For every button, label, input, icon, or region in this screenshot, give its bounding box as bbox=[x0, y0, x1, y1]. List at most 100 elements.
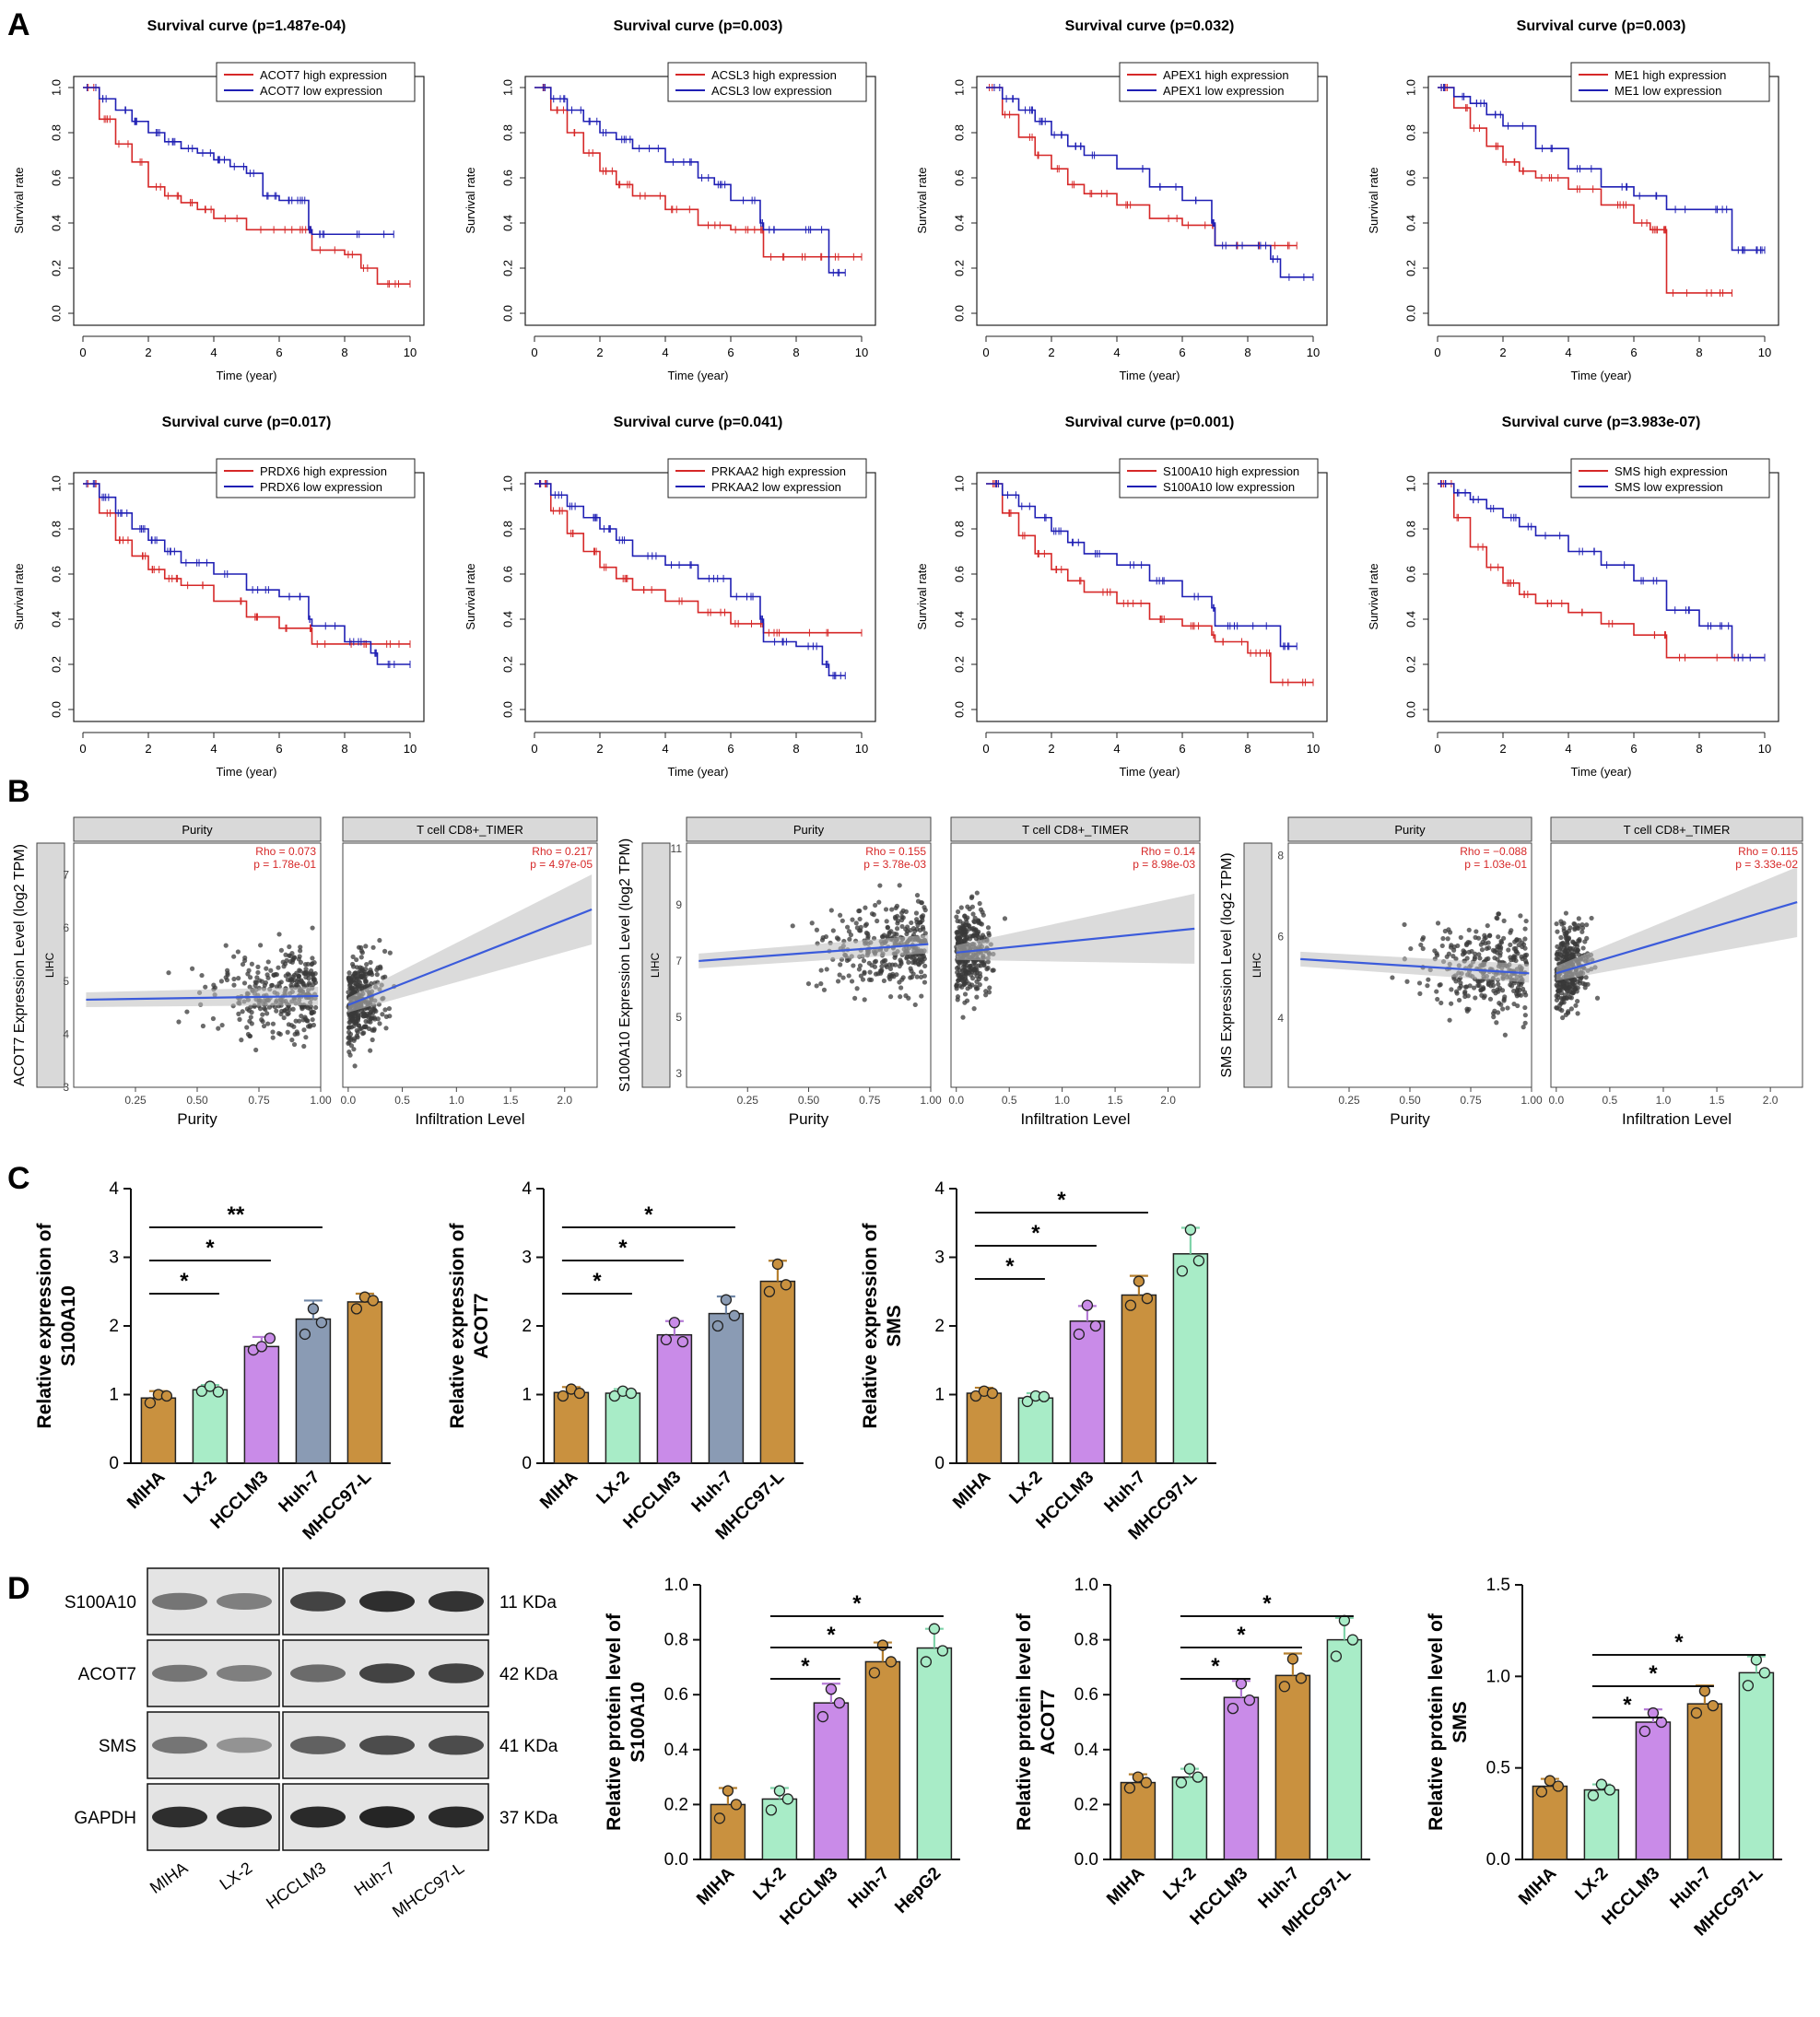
scatter-point bbox=[283, 952, 288, 957]
scatter-point bbox=[1467, 940, 1473, 945]
scatter-point bbox=[212, 985, 218, 991]
scatter-point bbox=[359, 950, 365, 956]
scatter-point bbox=[351, 988, 357, 993]
y-tick-label: 4 bbox=[63, 1027, 69, 1040]
y-tick-label: 0.4 bbox=[664, 1741, 689, 1760]
survival-curve bbox=[986, 483, 1313, 684]
scatter-point bbox=[1474, 929, 1479, 934]
replicate-dot bbox=[936, 1645, 949, 1657]
scatter-point bbox=[969, 895, 974, 901]
x-tick-label: 1.5 bbox=[1709, 1094, 1725, 1107]
legend-box bbox=[216, 62, 416, 102]
y-tick-label: 0.6 bbox=[1403, 566, 1417, 582]
y-tick-label: 0.0 bbox=[500, 701, 514, 718]
replicate-dot bbox=[1698, 1685, 1711, 1697]
band-kda: 11 KDa bbox=[499, 1593, 557, 1612]
scatter-point bbox=[887, 994, 894, 1000]
category-label: MIHA bbox=[693, 1863, 738, 1908]
scatter-point bbox=[312, 977, 318, 982]
scatter-point bbox=[909, 955, 914, 960]
facet-tcell: T cell CD8+_TIMER 0.0 0.5 1.0 1.5 2.0 Infiltra… bbox=[948, 816, 1201, 1128]
scatter-point bbox=[1498, 940, 1505, 945]
scatter-point bbox=[236, 1011, 241, 1016]
bar-lx-2 bbox=[192, 1389, 229, 1464]
scatter-point bbox=[818, 980, 824, 987]
y-axis-label: Relative protein level of S100A10 bbox=[604, 1612, 649, 1831]
scatter-point bbox=[873, 902, 878, 909]
scatter-point bbox=[1451, 947, 1457, 953]
rho-label: Rho = 0.14 bbox=[1141, 845, 1195, 858]
fit-line bbox=[347, 908, 593, 1006]
y-tick-label: 4 bbox=[109, 1179, 119, 1199]
scatter-point bbox=[237, 1016, 242, 1022]
bar-miha bbox=[140, 1397, 177, 1464]
scatter-point bbox=[973, 936, 980, 942]
scatter-point bbox=[1571, 921, 1577, 927]
y-tick-label: 0.4 bbox=[500, 215, 514, 231]
fit-line bbox=[699, 943, 929, 963]
scatter-point bbox=[1575, 1011, 1580, 1016]
survival-curve bbox=[83, 483, 410, 645]
significance-star: * bbox=[1005, 1254, 1015, 1279]
replicate-dot bbox=[1707, 1699, 1720, 1712]
scatter-point bbox=[1573, 1003, 1579, 1008]
scatter-point bbox=[922, 908, 928, 913]
x-tick-label: 10 bbox=[1758, 346, 1771, 359]
protein-band bbox=[152, 1736, 207, 1754]
replicate-dot bbox=[1278, 1681, 1291, 1693]
category-label: LX-2 bbox=[1005, 1468, 1046, 1508]
scatter-point bbox=[1495, 950, 1500, 956]
y-axis-label: Relative expression of S100A10 bbox=[34, 1223, 79, 1429]
category-label: HepG2 bbox=[891, 1864, 945, 1917]
scatter-point bbox=[1497, 946, 1503, 952]
x-tick-label: 4 bbox=[662, 346, 668, 359]
scatter-point bbox=[352, 1063, 358, 1069]
y-axis-label: Relative protein level of SMS bbox=[1426, 1612, 1471, 1831]
significance-star: * bbox=[1057, 1188, 1066, 1213]
scatter-point bbox=[898, 910, 905, 916]
scatter-point bbox=[353, 1020, 359, 1026]
scatter-point bbox=[977, 982, 982, 988]
replicate-dot bbox=[204, 1380, 217, 1392]
protein-band bbox=[290, 1806, 346, 1828]
replicate-dot bbox=[307, 1303, 320, 1315]
scatter-point bbox=[920, 924, 926, 930]
scatter-point bbox=[976, 918, 981, 924]
scatter-point bbox=[1435, 996, 1440, 1003]
scatter-point bbox=[287, 972, 292, 978]
scatter-point bbox=[1439, 943, 1445, 949]
legend-box bbox=[1119, 62, 1319, 102]
scatter-point bbox=[957, 919, 963, 924]
significance-star: * bbox=[1674, 1630, 1684, 1655]
scatter-point bbox=[240, 961, 246, 967]
scatter-point bbox=[298, 959, 304, 965]
scatter-point bbox=[1495, 987, 1500, 992]
scatter-point bbox=[1568, 1006, 1574, 1012]
scatter-point bbox=[1481, 986, 1486, 991]
scatter-point bbox=[306, 980, 312, 986]
scatter-point bbox=[957, 983, 963, 989]
scatter-point bbox=[261, 1023, 267, 1029]
scatter-point bbox=[306, 976, 311, 981]
scatter-point bbox=[790, 923, 795, 929]
x-tick-label: 4 bbox=[210, 346, 217, 359]
scatter-point bbox=[977, 900, 982, 907]
y-tick-label: 1.0 bbox=[49, 79, 63, 96]
scatter-point bbox=[956, 972, 962, 978]
scatter-point bbox=[281, 1014, 287, 1021]
scatter-point bbox=[835, 979, 841, 984]
y-tick-label: 0.8 bbox=[49, 124, 63, 141]
scatter-point bbox=[289, 950, 295, 956]
y-tick-label: 2 bbox=[522, 1317, 532, 1336]
side-strip-label: LIHC bbox=[649, 952, 662, 978]
protein-band bbox=[359, 1806, 415, 1828]
scatter-point bbox=[1466, 949, 1472, 955]
replicate-dot bbox=[765, 1804, 778, 1816]
x-tick-label: 0.50 bbox=[186, 1094, 208, 1107]
y-tick-label: 0.5 bbox=[1486, 1759, 1510, 1778]
x-tick-label: 10 bbox=[1307, 742, 1320, 756]
rho-label: Rho = 0.115 bbox=[1738, 845, 1798, 858]
